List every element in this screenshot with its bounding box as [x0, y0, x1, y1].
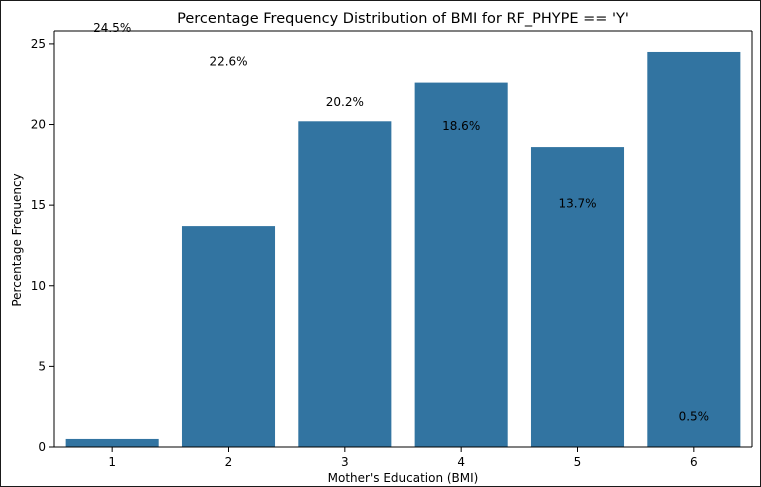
y-tick-label-10: 10: [31, 279, 46, 293]
x-tick-label-3: 3: [341, 455, 349, 469]
x-tick-label-6: 6: [690, 455, 698, 469]
plot-area: 0 5 10 15 20 25 1 2 3 4 5 6 24.5% 22.6% 20.2% 18.6% 13.7…: [31, 21, 753, 469]
bar-3: [298, 121, 392, 447]
bar-5: [530, 147, 625, 447]
y-tick-label-20: 20: [31, 118, 46, 132]
x-axis-label: Mother's Education (BMI): [328, 471, 479, 485]
bar-6: [647, 51, 741, 448]
data-label-3: 20.2%: [326, 95, 364, 109]
x-tick-label-5: 5: [574, 455, 582, 469]
bar-2: [181, 226, 276, 447]
y-tick-label-25: 25: [31, 37, 46, 51]
data-label-4: 18.6%: [442, 119, 480, 133]
data-label-6: 0.5%: [679, 409, 710, 423]
y-tick-label-5: 5: [38, 359, 46, 373]
x-tick-label-1: 1: [108, 455, 116, 469]
data-label-2: 22.6%: [209, 55, 247, 69]
x-tick-label-4: 4: [457, 455, 465, 469]
y-tick-label-15: 15: [31, 198, 46, 212]
bar-1: [65, 438, 159, 447]
data-label-1: 24.5%: [93, 21, 131, 35]
x-tick-label-2: 2: [225, 455, 233, 469]
data-label-5: 13.7%: [558, 197, 596, 211]
chart-title: Percentage Frequency Distribution of BMI…: [177, 11, 629, 27]
bar-4: [414, 82, 508, 447]
y-axis-label: Percentage Frequency: [10, 173, 24, 306]
y-tick-label-0: 0: [38, 440, 46, 454]
